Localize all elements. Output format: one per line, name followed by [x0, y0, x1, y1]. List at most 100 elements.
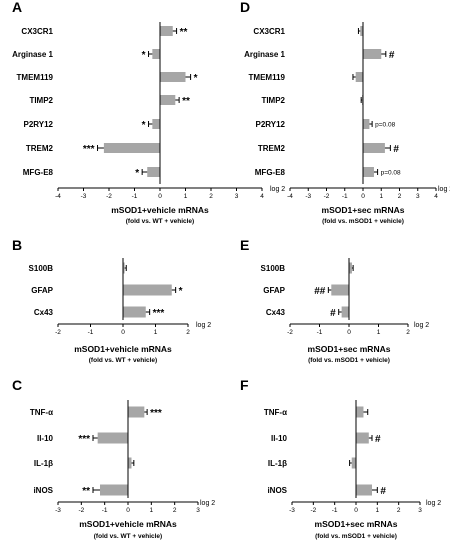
bar [97, 432, 128, 444]
x-tick-label: 3 [196, 507, 200, 514]
axis-subtitle: (fold vs. mSOD1 + vehicle) [322, 218, 404, 225]
category-label: Arginase 1 [12, 50, 53, 59]
x-tick-label: 1 [379, 193, 383, 200]
bar [351, 457, 356, 469]
bar [123, 306, 146, 318]
axis-title: mSOD1+sec mRNAs [322, 205, 405, 215]
significance-label: * [194, 73, 198, 84]
x-tick-label: 4 [434, 193, 438, 200]
significance-label: p=0.08 [375, 122, 395, 129]
bar [128, 406, 145, 418]
panel-label: F [240, 377, 249, 393]
axis-title: mSOD1+sec mRNAs [315, 519, 398, 529]
significance-label: # [389, 50, 395, 61]
x-tick-label: 2 [398, 193, 402, 200]
panel-e: E S100B GFAP ## Cx43 # -2 -1 0 1 2 log 2 mSOD1+sec m… [240, 237, 429, 364]
axis-title: mSOD1+sec mRNAs [308, 344, 391, 354]
x-tick-label: 0 [354, 507, 358, 514]
category-label: TNF-α [264, 408, 287, 417]
bar [360, 26, 363, 36]
bar [160, 72, 186, 82]
x-tick-label: 2 [397, 507, 401, 514]
category-label: CX3CR1 [253, 27, 285, 36]
unit-label: log 2 [426, 500, 441, 507]
x-tick-label: 0 [361, 193, 365, 200]
significance-label: ## [314, 286, 326, 297]
x-tick-label: -3 [55, 507, 61, 514]
category-label: Cx43 [34, 308, 54, 317]
significance-label: *** [150, 408, 162, 419]
x-tick-label: -2 [324, 193, 330, 200]
x-tick-label: 1 [184, 193, 188, 200]
category-label: Il-10 [271, 434, 288, 443]
bar [356, 484, 372, 496]
category-label: TREM2 [258, 144, 286, 153]
bar [123, 284, 172, 296]
bar [363, 167, 374, 177]
significance-label: * [142, 50, 146, 61]
x-tick-label: -1 [317, 329, 323, 336]
x-tick-label: 3 [235, 193, 239, 200]
category-label: TIMP2 [29, 96, 53, 105]
x-tick-label: -3 [81, 193, 87, 200]
category-label: TIMP2 [261, 96, 285, 105]
bar [363, 49, 382, 59]
panel-label: B [12, 237, 22, 253]
x-tick-label: 1 [377, 329, 381, 336]
x-tick-label: -3 [289, 507, 295, 514]
x-tick-label: -1 [88, 329, 94, 336]
significance-label: *** [78, 434, 90, 445]
bar [152, 49, 160, 59]
category-label: P2RY12 [256, 120, 286, 129]
axis-title: mSOD1+vehicle mRNAs [74, 344, 172, 354]
x-tick-label: 4 [260, 193, 264, 200]
x-tick-label: 2 [406, 329, 410, 336]
significance-label: p=0.08 [381, 170, 401, 177]
x-tick-label: -3 [305, 193, 311, 200]
unit-label: log 2 [438, 186, 450, 193]
x-tick-label: 3 [418, 507, 422, 514]
x-tick-label: -2 [78, 507, 84, 514]
panel-label: D [240, 0, 250, 15]
category-label: S100B [29, 264, 54, 273]
panel-label: E [240, 237, 249, 253]
category-label: Arginase 1 [244, 50, 285, 59]
category-label: GFAP [263, 286, 285, 295]
bar [363, 143, 385, 153]
x-tick-label: -2 [310, 507, 316, 514]
panel-c: C TNF-α *** Il-10 *** IL-1β iNOS ** -3 -2 -1 0 1 2 3lo… [12, 377, 215, 540]
category-label: P2RY12 [24, 120, 54, 129]
bar [356, 432, 369, 444]
bar [331, 284, 349, 296]
category-label: S100B [261, 264, 286, 273]
x-tick-label: -2 [287, 329, 293, 336]
category-label: MFG-E8 [23, 168, 54, 177]
x-tick-label: 2 [186, 329, 190, 336]
unit-label: log 2 [200, 500, 215, 507]
bar [355, 72, 363, 82]
x-tick-label: -2 [55, 329, 61, 336]
category-label: TMEM119 [17, 73, 54, 82]
bar [100, 484, 128, 496]
x-tick-label: -1 [342, 193, 348, 200]
x-tick-label: 3 [416, 193, 420, 200]
significance-label: *** [83, 144, 95, 155]
x-tick-label: 1 [154, 329, 158, 336]
x-tick-label: -1 [102, 507, 108, 514]
x-tick-label: -1 [132, 193, 138, 200]
bar [128, 457, 132, 469]
x-tick-label: -4 [287, 193, 293, 200]
bar [356, 406, 364, 418]
panel-label: C [12, 377, 22, 393]
significance-label: # [375, 434, 381, 445]
category-label: TREM2 [26, 144, 54, 153]
bar [123, 262, 125, 274]
unit-label: log 2 [414, 322, 429, 329]
bar [103, 143, 160, 153]
axis-title: mSOD1+vehicle mRNAs [111, 205, 209, 215]
x-tick-label: 1 [376, 507, 380, 514]
significance-label: *** [153, 308, 165, 319]
significance-label: * [135, 168, 139, 179]
